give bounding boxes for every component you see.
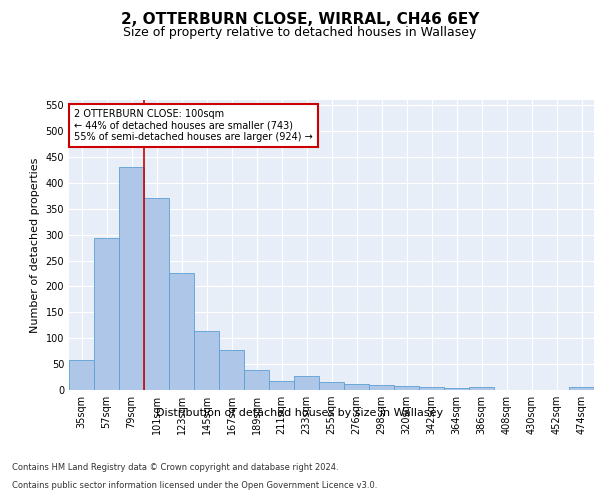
Bar (244, 370, 269, 390)
Text: 2, OTTERBURN CLOSE, WIRRAL, CH46 6EY: 2, OTTERBURN CLOSE, WIRRAL, CH46 6EY (121, 12, 479, 28)
Text: Contains public sector information licensed under the Open Government Licence v3: Contains public sector information licen… (12, 481, 377, 490)
Bar (444, 388, 469, 390)
Bar (144, 198, 169, 390)
Text: Distribution of detached houses by size in Wallasey: Distribution of detached houses by size … (157, 408, 443, 418)
Bar (169, 273, 194, 390)
Bar (294, 376, 319, 390)
Bar (344, 384, 369, 390)
Text: 2 OTTERBURN CLOSE: 100sqm
← 44% of detached houses are smaller (743)
55% of semi: 2 OTTERBURN CLOSE: 100sqm ← 44% of detac… (74, 108, 313, 142)
Bar (569, 388, 594, 390)
Bar (319, 382, 344, 390)
Bar (269, 381, 294, 390)
Bar (219, 350, 244, 390)
Bar (69, 360, 94, 390)
Bar (469, 388, 494, 390)
Bar (419, 388, 444, 390)
Bar (119, 168, 144, 390)
Bar (194, 332, 219, 390)
Bar (94, 238, 119, 390)
Bar (369, 385, 394, 390)
Text: Size of property relative to detached houses in Wallasey: Size of property relative to detached ho… (124, 26, 476, 39)
Y-axis label: Number of detached properties: Number of detached properties (30, 158, 40, 332)
Bar (394, 386, 419, 390)
Text: Contains HM Land Registry data © Crown copyright and database right 2024.: Contains HM Land Registry data © Crown c… (12, 464, 338, 472)
